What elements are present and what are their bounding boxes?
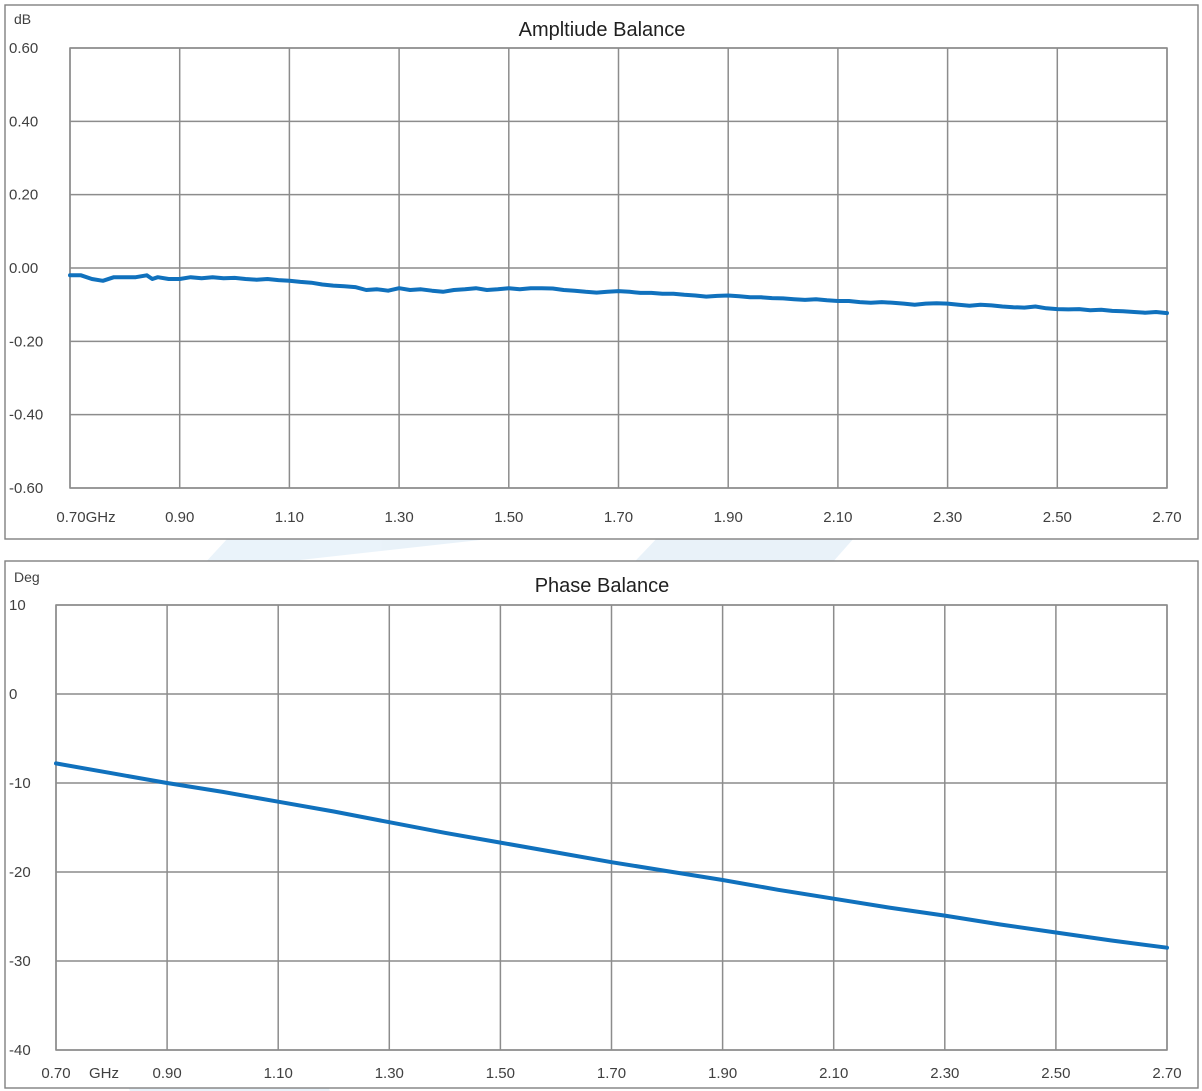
phase-y-tick-label: 10 [9,597,26,614]
amplitude-y-axis: 0.60 0.40 0.20 0.00 -0.20 -0.40 -0.60 [9,40,43,497]
amplitude-x-tick-label: 1.30 [384,509,413,526]
phase-plot-border [55,604,1168,1051]
amplitude-x-tick-label: 1.90 [714,509,743,526]
phase-chart-title: Phase Balance [535,575,670,597]
amplitude-plot-border [69,47,1168,489]
phase-x-tick-label: 2.30 [930,1065,959,1082]
amplitude-x-tick-label: 1.70 [604,509,633,526]
phase-y-axis: 10 0 -10 -20 -30 -40 [9,597,31,1059]
phase-y-tick-label: -30 [9,953,31,970]
amplitude-x-tick-label: 2.30 [933,509,962,526]
phase-series-group [54,761,1169,950]
amplitude-y-tick-label: 0.40 [9,113,38,130]
amplitude-x-tick-label: 1.50 [494,509,523,526]
phase-x-tick-label: 2.70 [1152,1065,1181,1082]
phase-y-unit-label: Deg [14,569,40,585]
amplitude-x-axis: 0.70GHz 0.90 1.10 1.30 1.50 1.70 1.90 2.10 2.30 2… [56,509,1181,526]
phase-x-tick-label: 1.50 [486,1065,515,1082]
phase-chart: Phase Balance Deg 100-10-20-30-40 0.70 0.… [4,560,1199,1089]
amplitude-y-unit-label: dB [14,11,31,27]
amplitude-x-tick-label: 1.10 [275,509,304,526]
phase-x-tick-label: 1.30 [375,1065,404,1082]
phase-x-tick-label: 1.10 [264,1065,293,1082]
amplitude-y-tick-label: 0.00 [9,260,38,277]
phase-y-tick-label: -10 [9,775,31,792]
phase-x-tick-label: 1.90 [708,1065,737,1082]
amplitude-x-tick-label: 2.10 [823,509,852,526]
phase-y-tick-label: 0 [9,686,17,703]
phase-x-tick-label: 1.70 [597,1065,626,1082]
amplitude-y-tick-label: 0.60 [9,40,38,57]
amplitude-y-tick-label: -0.20 [9,333,43,350]
phase-x-tick-label: 2.50 [1041,1065,1070,1082]
amplitude-chart-frame [4,4,1199,540]
amplitude-y-tick-label: 0.20 [9,187,38,204]
amplitude-balance-line [68,273,1169,316]
phase-x-tick-label: 0.70 [41,1065,70,1082]
amplitude-chart-title: Ampltiude Balance [519,19,686,41]
amplitude-x-tick-label: 0.90 [165,509,194,526]
amplitude-y-tick-label: -0.40 [9,407,43,424]
phase-y-tick-label: -40 [9,1042,31,1059]
phase-x-axis: 0.70 0.90 1.10 1.30 1.50 1.70 1.90 2.10 2.30 2.50… [41,1065,1181,1082]
amplitude-x-tick-label: 2.70 [1152,509,1181,526]
phase-y-tick-label: -20 [9,864,31,881]
amplitude-chart: Ampltiude Balance dB 0.60 0.40 0.20 0.00 -0.… [4,4,1199,540]
phase-x-tick-label: 0.90 [152,1065,181,1082]
phase-balance-line [54,761,1169,950]
phase-chart-frame [4,560,1199,1089]
amplitude-x-tick-label: 0.70GHz [56,509,115,526]
amplitude-y-tick-label: -0.60 [9,480,43,497]
phase-x-unit-label: GHz [89,1065,119,1082]
amplitude-x-tick-label: 2.50 [1043,509,1072,526]
phase-x-tick-label: 2.10 [819,1065,848,1082]
amplitude-series-group [68,273,1169,316]
